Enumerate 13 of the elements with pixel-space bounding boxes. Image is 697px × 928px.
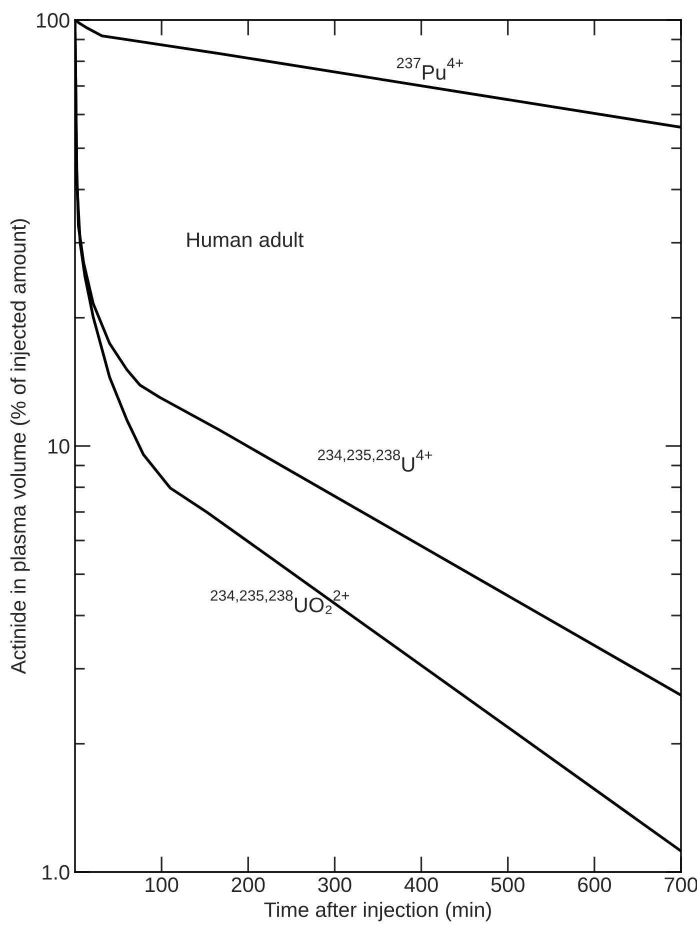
series-label: 237Pu4+ [396, 58, 464, 80]
y-tick-label: 10 [48, 439, 70, 454]
x-tick-label: 300 [318, 877, 352, 892]
y-tick-label: 1.0 [42, 865, 70, 880]
annotation: Human adult [187, 232, 304, 248]
x-tick-label: 200 [232, 877, 265, 892]
x-tick-label: 500 [491, 877, 524, 892]
y-axis-title: Actinide in plasma volume (% of injected amount) [10, 219, 30, 674]
x-tick-label: 400 [404, 877, 438, 892]
y-tick-label: 100 [36, 13, 70, 28]
x-axis-title: Time after injection (min) [264, 902, 491, 922]
x-tick-label: 100 [146, 877, 178, 892]
x-tick-label: 600 [578, 877, 611, 892]
